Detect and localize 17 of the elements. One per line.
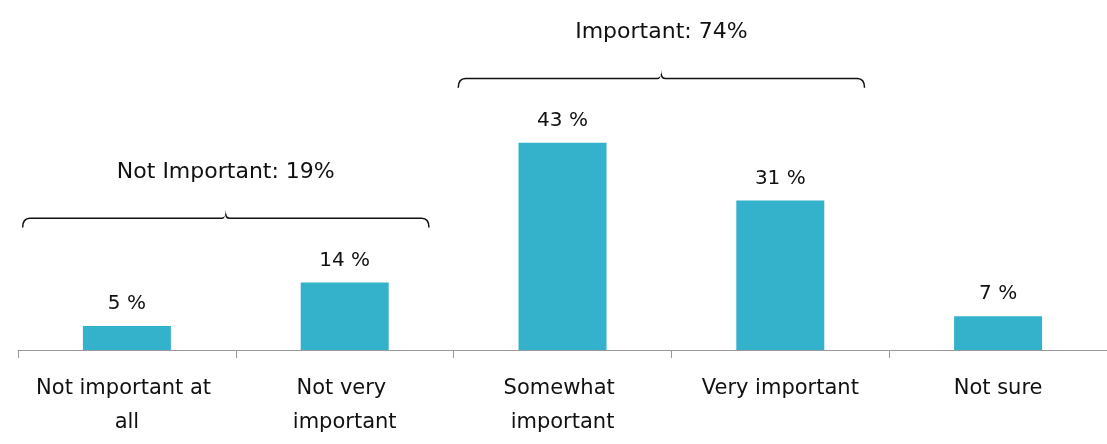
data-label: 31 %: [754, 164, 806, 189]
bar: [518, 142, 607, 350]
bar: [300, 282, 389, 350]
x-tick-label: Not very important: [292, 375, 397, 433]
data-label: 7 %: [979, 280, 1018, 305]
data-label: 14 %: [319, 246, 371, 271]
text: Important: 74%: [575, 17, 748, 43]
x-tick-label: Not important at all: [36, 375, 218, 433]
annotation: Not Important: 19%: [116, 157, 335, 183]
x-tick-label: Very important: [701, 375, 859, 399]
bar: [954, 316, 1043, 350]
x-tick-label: Not sure: [953, 375, 1043, 399]
bar: [82, 325, 171, 350]
data-label: 43 %: [537, 106, 588, 131]
x-tick-label: Somewhat important: [503, 375, 622, 433]
data-label: 5 %: [107, 289, 146, 314]
bar: [736, 200, 825, 350]
